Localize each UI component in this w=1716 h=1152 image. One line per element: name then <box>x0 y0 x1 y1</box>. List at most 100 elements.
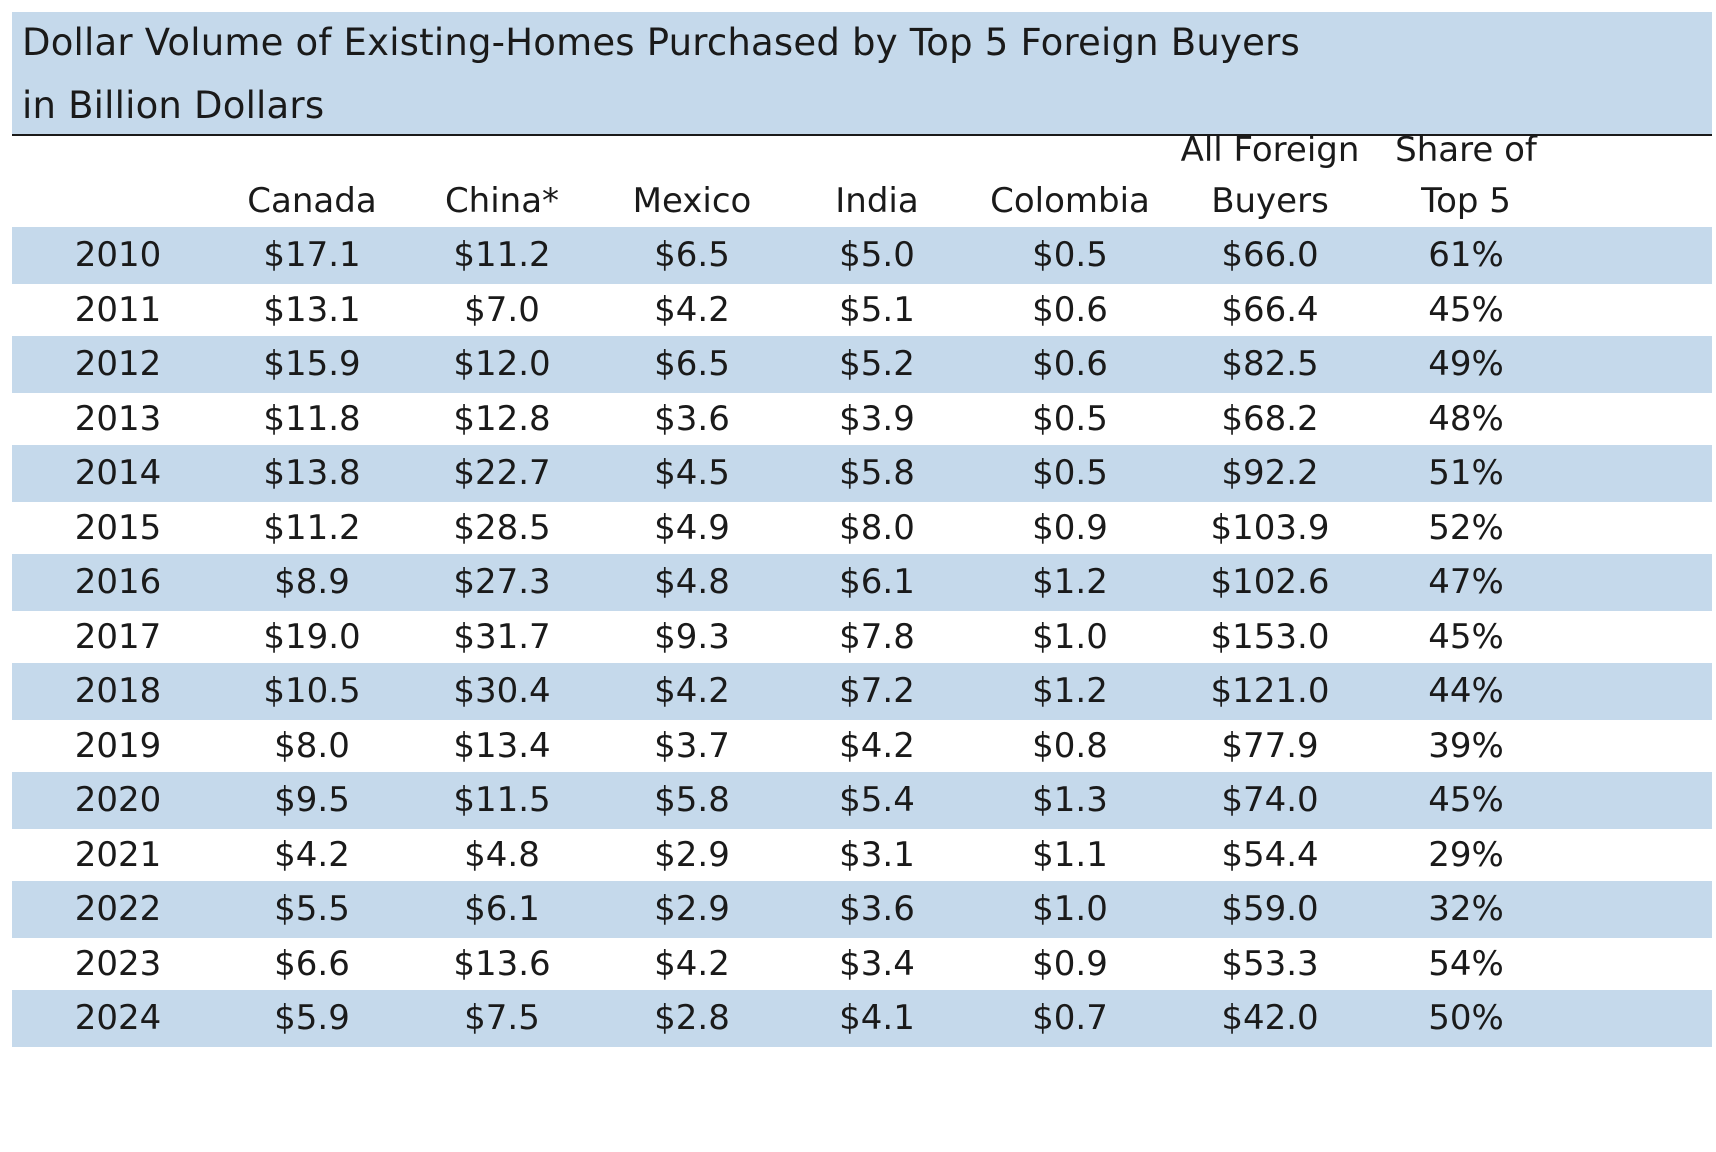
table-row: 2013 $11.8 $12.8 $3.6 $3.9 $0.5 $68.2 48% <box>12 391 1712 448</box>
row-year-label: 2021 <box>74 834 162 875</box>
table-row: 2022 $5.5 $6.1 $2.9 $3.6 $1.0 $59.0 32% <box>12 881 1712 938</box>
row-year-label: 2019 <box>74 725 162 766</box>
table-cell: $7.8 <box>839 616 915 657</box>
table-cell: $4.1 <box>839 998 915 1038</box>
table-row: 2019 $8.0 $13.4 $3.7 $4.2 $0.8 $77.9 39% <box>12 718 1712 775</box>
row-year-label: 2015 <box>74 507 162 548</box>
row-year-label: 2010 <box>74 235 162 275</box>
row-year-label: 2012 <box>74 344 162 384</box>
table-cell: $68.2 <box>1221 398 1319 439</box>
table-cell: $0.5 <box>1032 453 1108 493</box>
table-row: 2024 $5.9 $7.5 $2.8 $4.1 $0.7 $42.0 50% <box>12 990 1712 1047</box>
table-cell: 45% <box>1428 780 1504 820</box>
table-row: 2014 $13.8 $22.7 $4.5 $5.8 $0.5 $92.2 51% <box>12 445 1712 502</box>
table-title-banner: Dollar Volume of Existing-Homes Purchase… <box>12 12 1712 134</box>
table-cell: $27.3 <box>453 562 551 602</box>
table-cell: $4.2 <box>654 671 730 711</box>
table-cell: 48% <box>1428 398 1504 439</box>
table-row: 2015 $11.2 $28.5 $4.9 $8.0 $0.9 $103.9 52% <box>12 500 1712 557</box>
table-cell: $1.0 <box>1032 889 1108 929</box>
table-cell: $4.2 <box>839 725 915 766</box>
table-cell: $8.0 <box>274 725 350 766</box>
table-cell: $5.8 <box>839 453 915 493</box>
table-cell: $82.5 <box>1221 344 1319 384</box>
column-header-line2: Top 5 <box>1421 181 1511 221</box>
table-cell: $4.2 <box>654 943 730 984</box>
table-cell: $0.9 <box>1032 943 1108 984</box>
table-cell: $3.6 <box>839 889 915 929</box>
column-header-line1: Share of <box>1395 130 1537 170</box>
table-cell: 50% <box>1428 998 1504 1038</box>
table-cell: $0.8 <box>1032 725 1108 766</box>
table-cell: $0.5 <box>1032 235 1108 275</box>
row-year-label: 2024 <box>74 998 162 1038</box>
table-cell: $11.8 <box>263 398 361 439</box>
table-cell: $0.6 <box>1032 344 1108 384</box>
table-cell: $121.0 <box>1210 671 1330 711</box>
table-cell: $2.9 <box>654 834 730 875</box>
table-cell: 32% <box>1428 889 1504 929</box>
table-cell: $42.0 <box>1221 998 1319 1038</box>
table-cell: $1.1 <box>1032 834 1108 875</box>
table-cell: $74.0 <box>1221 780 1319 820</box>
table-cell: $22.7 <box>453 453 551 493</box>
table-cell: 61% <box>1428 235 1504 275</box>
table-cell: $15.9 <box>263 344 361 384</box>
table-cell: 39% <box>1428 725 1504 766</box>
table-cell: $66.0 <box>1221 235 1319 275</box>
table-row: 2020 $9.5 $11.5 $5.8 $5.4 $1.3 $74.0 45% <box>12 772 1712 829</box>
table-cell: $1.2 <box>1032 671 1108 711</box>
table-cell: 49% <box>1428 344 1504 384</box>
table-cell: $6.1 <box>464 889 540 929</box>
table-cell: $7.5 <box>464 998 540 1038</box>
row-year-label: 2017 <box>74 616 162 657</box>
table-cell: $13.8 <box>263 453 361 493</box>
table-cell: $3.6 <box>654 398 730 439</box>
table-cell: $11.2 <box>453 235 551 275</box>
table-cell: $66.4 <box>1221 289 1319 330</box>
table-cell: $12.0 <box>453 344 551 384</box>
row-year-label: 2014 <box>74 453 162 493</box>
table-cell: 47% <box>1428 562 1504 602</box>
table-cell: $77.9 <box>1221 725 1319 766</box>
table-cell: 52% <box>1428 507 1504 548</box>
table-cell: $1.2 <box>1032 562 1108 602</box>
table-cell: $54.4 <box>1221 834 1319 875</box>
table-cell: $3.4 <box>839 943 915 984</box>
table-cell: $9.5 <box>274 780 350 820</box>
table-cell: 51% <box>1428 453 1504 493</box>
table-cell: $153.0 <box>1210 616 1330 657</box>
row-year-label: 2011 <box>74 289 162 330</box>
table-cell: $4.9 <box>654 507 730 548</box>
table-cell: $4.8 <box>464 834 540 875</box>
table-cell: $0.5 <box>1032 398 1108 439</box>
table-cell: $3.7 <box>654 725 730 766</box>
column-header-line1: All Foreign <box>1180 130 1360 170</box>
table-title: Dollar Volume of Existing-Homes Purchase… <box>22 21 1300 64</box>
table-cell: $3.9 <box>839 398 915 439</box>
row-year-label: 2016 <box>74 562 162 602</box>
table-cell: $7.0 <box>464 289 540 330</box>
table-cell: $30.4 <box>453 671 551 711</box>
table-row: 2011 $13.1 $7.0 $4.2 $5.1 $0.6 $66.4 45% <box>12 282 1712 339</box>
table-cell: $10.5 <box>263 671 361 711</box>
table-cell: $2.8 <box>654 998 730 1038</box>
header-top-rule <box>12 134 1712 136</box>
table-cell: $6.6 <box>274 943 350 984</box>
table-cell: $6.5 <box>654 235 730 275</box>
table-cell: $17.1 <box>263 235 361 275</box>
table-cell: $1.3 <box>1032 780 1108 820</box>
table-cell: 29% <box>1428 834 1504 875</box>
table-subtitle: in Billion Dollars <box>22 84 325 127</box>
table-row: 2023 $6.6 $13.6 $4.2 $3.4 $0.9 $53.3 54% <box>12 936 1712 993</box>
table-cell: $6.1 <box>839 562 915 602</box>
table-cell: $0.7 <box>1032 998 1108 1038</box>
table-row: 2012 $15.9 $12.0 $6.5 $5.2 $0.6 $82.5 49% <box>12 336 1712 393</box>
table-cell: $13.6 <box>453 943 551 984</box>
table-cell: $31.7 <box>453 616 551 657</box>
table-cell: $102.6 <box>1210 562 1330 602</box>
table-cell: $13.4 <box>453 725 551 766</box>
table-cell: $7.2 <box>839 671 915 711</box>
table-cell: 45% <box>1428 616 1504 657</box>
table-cell: $5.8 <box>654 780 730 820</box>
